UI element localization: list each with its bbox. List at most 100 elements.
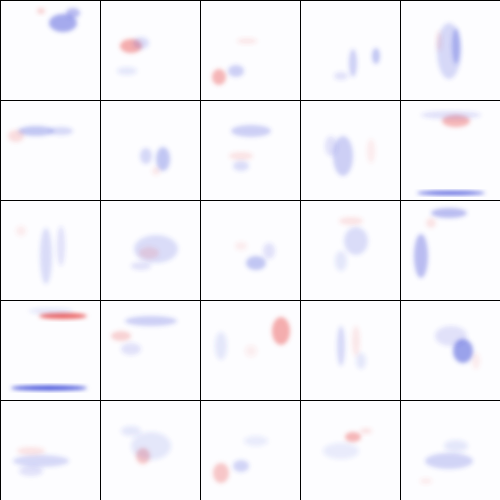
filter-heatmap — [229, 125, 271, 171]
filter-tile — [301, 201, 400, 300]
negative-weight-blob — [246, 256, 266, 270]
filter-tile — [1, 301, 100, 400]
negative-weight-blob — [117, 67, 137, 75]
negative-weight-blob — [13, 455, 69, 467]
negative-weight-blob — [372, 48, 380, 64]
positive-weight-blob — [237, 38, 257, 44]
filter-tile — [301, 301, 400, 400]
filter-heatmap — [37, 8, 80, 32]
filter-heatmap — [111, 316, 177, 355]
filter-tile — [401, 201, 500, 300]
filter-tile — [201, 201, 300, 300]
negative-weight-blob — [414, 234, 428, 278]
negative-weight-blob — [233, 460, 249, 472]
filter-heatmap — [213, 436, 268, 483]
filter-heatmap — [8, 126, 73, 142]
negative-weight-blob — [325, 136, 337, 156]
filter-tile — [201, 101, 300, 200]
positive-weight-blob — [111, 331, 131, 341]
positive-weight-blob — [17, 447, 45, 455]
filter-tile — [1, 1, 100, 100]
positive-weight-blob — [272, 317, 290, 345]
filter-tile — [101, 101, 200, 200]
negative-weight-blob — [49, 14, 77, 32]
positive-weight-blob — [37, 8, 45, 14]
negative-weight-blob — [131, 262, 151, 270]
negative-weight-blob — [452, 28, 460, 64]
filter-tile — [201, 301, 300, 400]
filter-heatmap — [212, 38, 257, 85]
filter-tile — [401, 1, 500, 100]
negative-weight-blob — [263, 243, 275, 259]
positive-weight-blob — [245, 345, 257, 357]
negative-weight-blob — [49, 127, 73, 135]
positive-weight-blob — [352, 326, 360, 356]
negative-weight-blob — [57, 226, 65, 266]
filter-tile — [401, 401, 500, 500]
filter-tile — [101, 201, 200, 300]
negative-weight-blob — [133, 37, 149, 49]
filter-tile — [301, 1, 400, 100]
filter-tile — [201, 1, 300, 100]
filter-heatmap — [140, 147, 170, 175]
negative-weight-blob — [121, 343, 141, 355]
negative-weight-blob — [435, 326, 467, 346]
filter-heatmap — [117, 37, 149, 75]
negative-weight-blob — [323, 443, 359, 459]
filter-heatmap — [325, 136, 375, 176]
filter-tile — [301, 401, 400, 500]
filter-tile — [301, 101, 400, 200]
negative-weight-blob — [125, 316, 177, 326]
filter-heatmap — [121, 426, 171, 464]
positive-weight-blob — [360, 428, 372, 434]
negative-weight-blob — [335, 251, 347, 271]
negative-weight-blob — [11, 385, 87, 391]
filter-heatmap — [13, 447, 69, 476]
negative-weight-blob — [231, 125, 271, 137]
negative-weight-blob — [29, 308, 73, 314]
filter-tile — [1, 401, 100, 500]
positive-weight-blob — [229, 152, 253, 160]
positive-weight-blob — [16, 226, 26, 236]
negative-weight-blob — [18, 126, 54, 136]
negative-weight-blob — [66, 8, 80, 18]
negative-weight-blob — [156, 147, 170, 171]
filter-heatmap — [11, 308, 87, 391]
filter-tile — [1, 201, 100, 300]
negative-weight-blob — [344, 227, 368, 255]
filter-tile — [1, 101, 100, 200]
positive-weight-blob — [426, 218, 436, 228]
filter-heatmap — [334, 48, 380, 80]
positive-weight-blob — [212, 69, 226, 85]
filter-tile — [401, 101, 500, 200]
positive-weight-blob — [8, 130, 24, 142]
negative-weight-blob — [444, 440, 468, 452]
filter-tile — [101, 1, 200, 100]
negative-weight-blob — [421, 111, 481, 119]
negative-weight-blob — [121, 426, 141, 436]
positive-weight-blob — [472, 353, 480, 369]
filter-heatmap — [417, 111, 485, 195]
negative-weight-blob — [425, 453, 473, 469]
filter-heatmap — [16, 226, 65, 284]
positive-weight-blob — [345, 432, 361, 442]
positive-weight-blob — [339, 217, 363, 225]
negative-weight-blob — [356, 353, 366, 369]
negative-weight-blob — [453, 339, 473, 363]
positive-weight-blob — [213, 463, 229, 483]
negative-weight-blob — [215, 332, 227, 360]
filter-heatmap — [337, 326, 366, 369]
negative-weight-blob — [244, 436, 268, 446]
negative-weight-blob — [417, 191, 485, 195]
negative-weight-blob — [228, 65, 244, 77]
filter-tile — [101, 301, 200, 400]
positive-weight-blob — [235, 242, 247, 250]
negative-weight-blob — [19, 466, 43, 476]
filter-tile — [401, 301, 500, 400]
negative-weight-blob — [140, 148, 152, 164]
filter-tile — [101, 401, 200, 500]
negative-weight-blob — [333, 136, 353, 176]
filter-heatmap — [323, 428, 372, 459]
negative-weight-blob — [431, 208, 467, 218]
